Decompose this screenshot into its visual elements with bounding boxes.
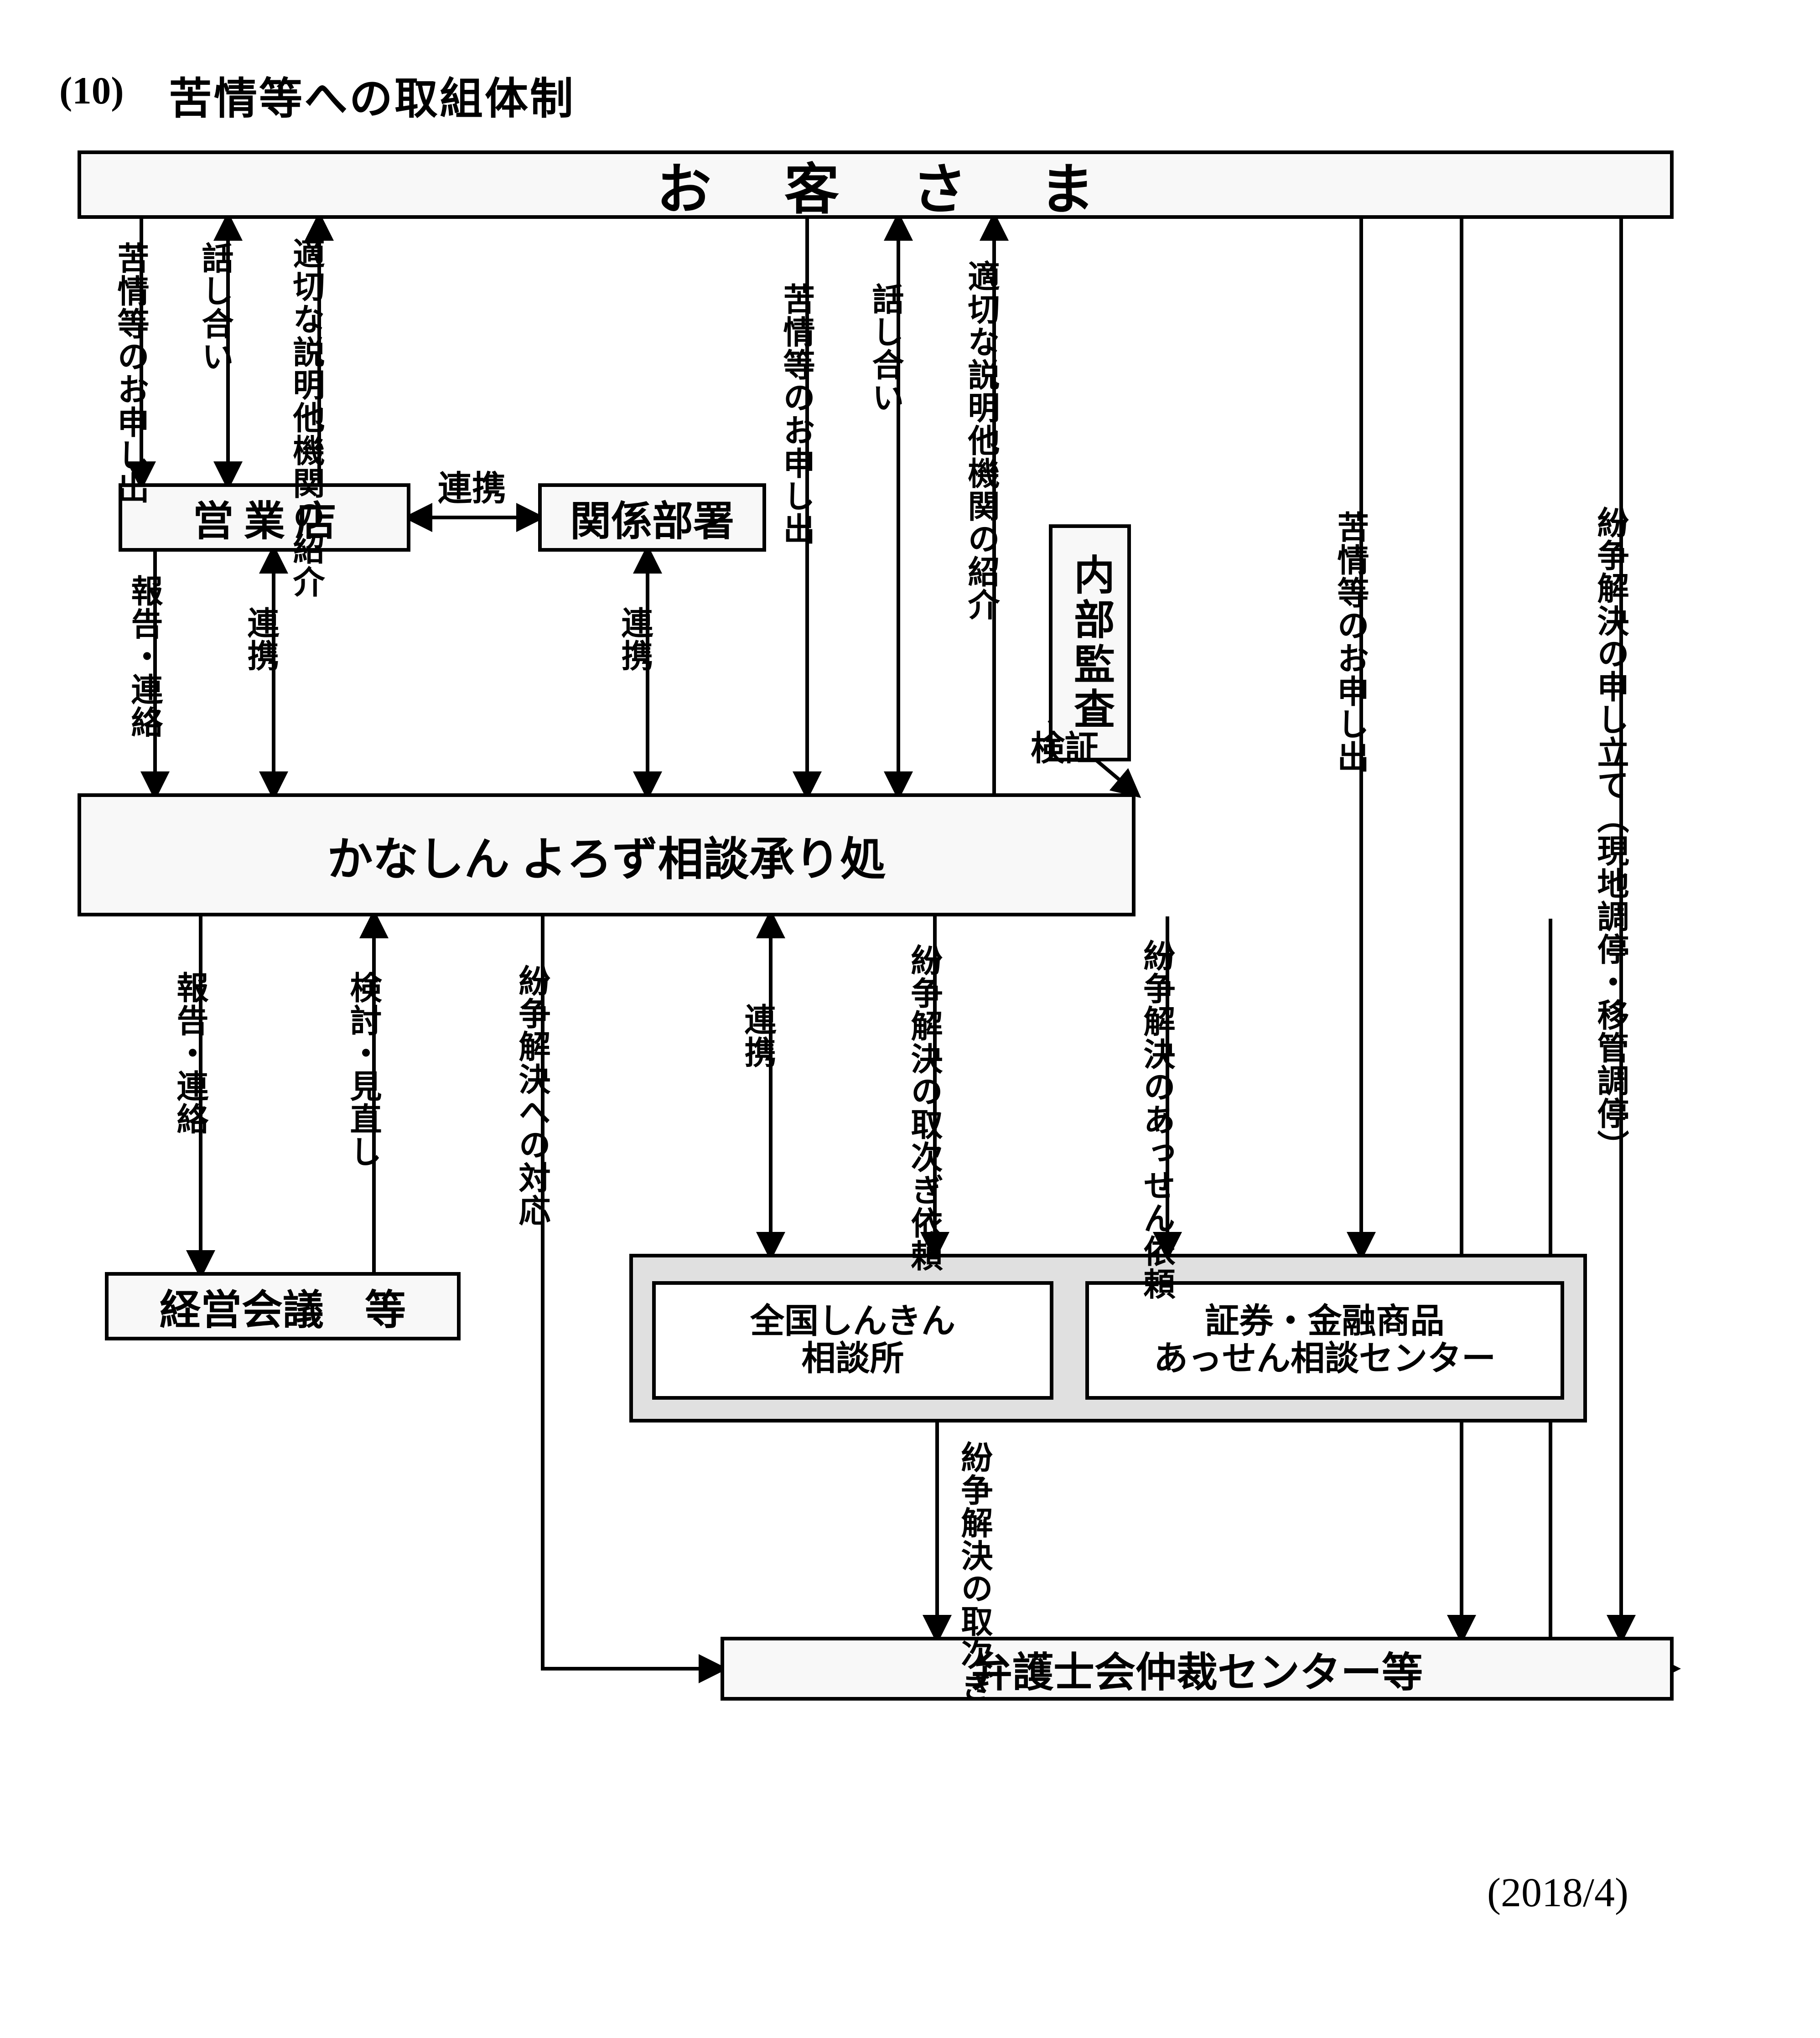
edge-label: 話し合い — [862, 283, 908, 414]
diagram-page: (10) 苦情等への取組体制 お客さま営 業 店関係部署内部監査かなしん よろず… — [0, 0, 1820, 2038]
node-customer: お客さま — [78, 150, 1674, 219]
edge-label: 検証 — [1031, 720, 1099, 770]
node-kanashin: かなしん よろず相談承り処 — [78, 793, 1136, 916]
node-bengoshi: 弁護士会仲裁センター等 — [721, 1637, 1674, 1701]
edge-label: 紛争解決のあっせん依頼 — [1133, 939, 1179, 1300]
edge-label: 紛争解決の申し立て（現地調停・移管調停） — [1587, 506, 1633, 1163]
node-eigyoten: 営 業 店 — [119, 483, 410, 552]
edge-label: 報告・連絡 — [166, 971, 213, 1135]
node-kankei: 関係部署 — [538, 483, 766, 552]
edge-label: 紛争解決の取次ぎ依頼 — [901, 944, 947, 1272]
edge-label: 紛争解決の取次ぎ — [951, 1441, 997, 1703]
node-keiei: 経営会議 等 — [105, 1272, 461, 1340]
edge-label: 紛争解決への対応 — [508, 964, 555, 1227]
section-title: 苦情等への取組体制 — [169, 64, 575, 126]
edge-label: 連携 — [734, 1003, 780, 1069]
footer-date: (2018/4) — [1487, 1869, 1628, 1916]
edge-label: 話し合い — [192, 242, 238, 373]
edge-label: 適切な説明他機関の紹介 — [283, 237, 329, 598]
edge-label: 報告・連絡 — [121, 574, 167, 739]
section-number: (10) — [59, 68, 124, 113]
edge-label: 苦情等のお申し出 — [1327, 511, 1373, 773]
edge-label: 苦情等のお申し出 — [773, 283, 819, 545]
edge-label: 連携 — [237, 606, 283, 672]
edge-label: 検討・見直し — [340, 971, 386, 1168]
edge-label: 苦情等のお申し出 — [107, 242, 153, 504]
edge-label: 連携 — [611, 606, 657, 672]
edge-label: 連携 — [438, 460, 506, 510]
node-zenkoku: 全国しんきん相談所 — [652, 1281, 1053, 1400]
edge-label: 適切な説明他機関の紹介 — [958, 260, 1004, 621]
